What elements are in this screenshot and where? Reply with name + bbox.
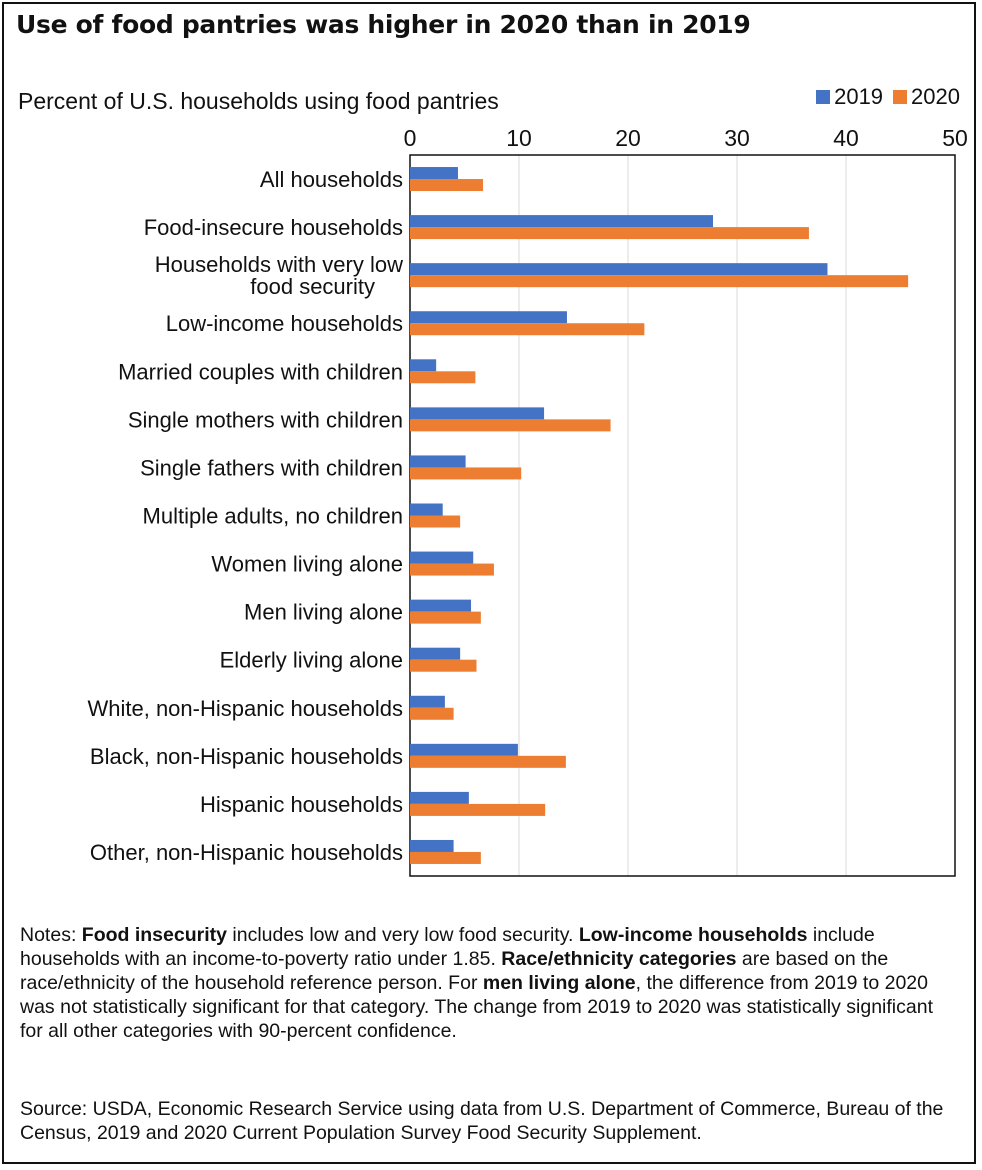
bar-2019-1 [410, 215, 714, 228]
bar-2020-13 [410, 803, 546, 816]
notes-term-low-income: Low-income households [578, 924, 808, 946]
category-label-2-line-1: food security [250, 274, 375, 299]
bar-2020-5 [410, 419, 611, 432]
category-label-12: Black, non-Hispanic households [90, 744, 403, 769]
bar-2019-13 [410, 791, 469, 804]
legend-swatch-2019 [816, 90, 831, 104]
category-label-5: Single mothers with children [128, 407, 403, 432]
x-tick-label-0: 0 [404, 125, 417, 151]
legend-item-2020: 2020 [893, 84, 960, 110]
category-label-11: White, non-Hispanic households [87, 696, 403, 721]
category-label-1: Food-insecure households [144, 215, 403, 240]
bar-2019-9 [410, 599, 472, 612]
category-label-7: Multiple adults, no children [143, 504, 403, 529]
legend: 2019 2020 [816, 84, 960, 110]
legend-label-2020: 2020 [911, 84, 960, 109]
x-tick-label-40: 40 [833, 125, 859, 151]
bar-2019-3 [410, 311, 567, 324]
bar-chart: 0 10 20 30 40 50 All households Food-insecure h… [87, 125, 968, 877]
chart-source: Source: USDA, Economic Research Service … [20, 1098, 944, 1144]
bar-2020-8 [410, 563, 494, 576]
legend-label-2019: 2019 [834, 84, 884, 109]
bar-2019-2 [410, 263, 828, 276]
x-tick-label-20: 20 [615, 125, 641, 151]
notes-text-2: include households with an income-to-pov… [20, 924, 875, 970]
category-label-4: Married couples with children [118, 359, 403, 384]
bar-2019-4 [410, 359, 437, 372]
category-label-14: Other, non-Hispanic households [90, 840, 403, 865]
x-tick-label-30: 30 [724, 125, 750, 151]
plot-area-border [409, 154, 956, 877]
bar-2020-12 [410, 755, 566, 768]
legend-item-2019: 2019 [816, 84, 883, 110]
notes-term-food-insecurity: Food insecurity [81, 924, 227, 946]
category-label-2-line-0: Households with very low [155, 252, 403, 277]
bar-2020-10 [410, 659, 477, 672]
bar-2019-7 [410, 503, 443, 516]
category-label-3: Low-income households [166, 311, 403, 336]
bar-2020-4 [410, 371, 476, 384]
legend-swatch-2020 [893, 90, 908, 104]
bar-2020-9 [410, 611, 481, 624]
x-tick-label-10: 10 [506, 125, 532, 151]
notes-text-1: includes low and very low food security. [226, 924, 579, 946]
bar-2019-5 [410, 407, 545, 420]
bar-2019-11 [410, 695, 445, 708]
bar-2020-6 [410, 467, 522, 480]
category-label-6: Single fathers with children [140, 455, 403, 480]
bar-2020-1 [410, 227, 809, 240]
notes-text-4: , the difference from 2019 to 2020 was n… [20, 972, 933, 1042]
notes-text-3: are based on the race/ethnicity of the h… [20, 948, 889, 994]
notes-term-men-living-alone: men living alone [482, 972, 636, 994]
x-tick-label-50: 50 [942, 125, 968, 151]
category-label-9: Men living alone [244, 600, 403, 625]
bar-2020-7 [410, 515, 461, 528]
category-label-8: Women living alone [211, 552, 403, 577]
chart-title: Use of food pantries was higher in 2020 … [16, 10, 751, 39]
bar-2020-3 [410, 323, 645, 336]
bar-2019-0 [410, 167, 458, 180]
chart-subtitle: Percent of U.S. households using food pa… [18, 88, 499, 114]
bar-2020-2 [410, 275, 909, 288]
bar-2019-10 [410, 647, 461, 660]
category-label-0: All households [260, 167, 403, 192]
notes-prefix: Notes: [20, 924, 82, 946]
category-label-10: Elderly living alone [220, 648, 403, 673]
bar-2019-14 [410, 839, 454, 852]
bar-2019-8 [410, 551, 474, 564]
bar-2019-6 [410, 455, 466, 468]
bar-2019-12 [410, 743, 518, 756]
category-label-13: Hispanic households [200, 792, 403, 817]
bar-2020-14 [410, 851, 481, 864]
notes-term-race-ethnicity: Race/ethnicity categories [501, 948, 737, 970]
chart-notes: Notes: Food insecurity includes low and … [20, 923, 960, 1043]
bar-2020-0 [410, 179, 484, 192]
bar-2020-11 [410, 707, 454, 720]
